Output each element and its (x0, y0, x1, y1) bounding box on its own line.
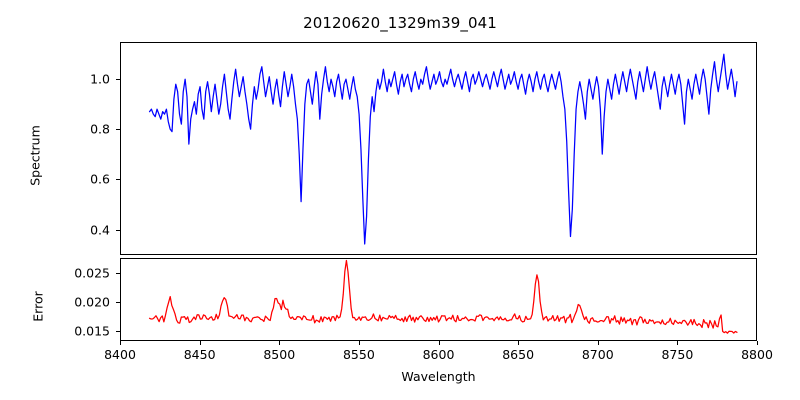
figure-title: 20120620_1329m39_041 (303, 14, 497, 32)
x-tick-label: 8400 (104, 347, 136, 362)
spectrum-plot-area (121, 43, 756, 254)
x-tick-mark (120, 341, 121, 345)
y-tick-label: 1.0 (90, 71, 110, 87)
y-tick-mark (116, 79, 120, 80)
y-tick-label: 0.8 (90, 121, 110, 137)
x-tick-label: 8500 (263, 347, 296, 362)
y-tick-label: 0.020 (74, 294, 110, 310)
x-tick-mark (598, 341, 599, 345)
x-tick-label: 8550 (342, 347, 375, 362)
error-panel (120, 258, 757, 341)
x-tick-mark (677, 341, 678, 345)
x-tick-mark (518, 341, 519, 345)
x-tick-label: 8600 (422, 347, 455, 362)
x-tick-mark (757, 341, 758, 345)
y-tick-mark (116, 273, 120, 274)
x-tick-label: 8800 (741, 347, 773, 362)
y-tick-mark (116, 230, 120, 231)
spectrum-line (150, 54, 737, 244)
x-tick-mark (200, 341, 201, 345)
x-tick-label: 8450 (183, 347, 216, 362)
x-tick-mark (439, 341, 440, 345)
y-tick-mark (116, 179, 120, 180)
x-tick-label: 8700 (581, 347, 614, 362)
y-tick-mark (116, 331, 120, 332)
spectrum-panel (120, 42, 757, 255)
y-tick-label: 0.015 (74, 323, 110, 339)
x-tick-mark (359, 341, 360, 345)
y-tick-label: 0.6 (90, 171, 110, 187)
error-line (150, 260, 737, 333)
x-axis-label: Wavelength (401, 369, 476, 384)
y-tick-mark (116, 302, 120, 303)
y-tick-label: 0.025 (74, 265, 110, 281)
x-tick-mark (279, 341, 280, 345)
x-tick-label: 8750 (661, 347, 694, 362)
y-tick-label: 0.4 (90, 222, 110, 238)
error-plot-area (121, 259, 756, 340)
x-tick-label: 8650 (502, 347, 535, 362)
y-tick-mark (116, 129, 120, 130)
